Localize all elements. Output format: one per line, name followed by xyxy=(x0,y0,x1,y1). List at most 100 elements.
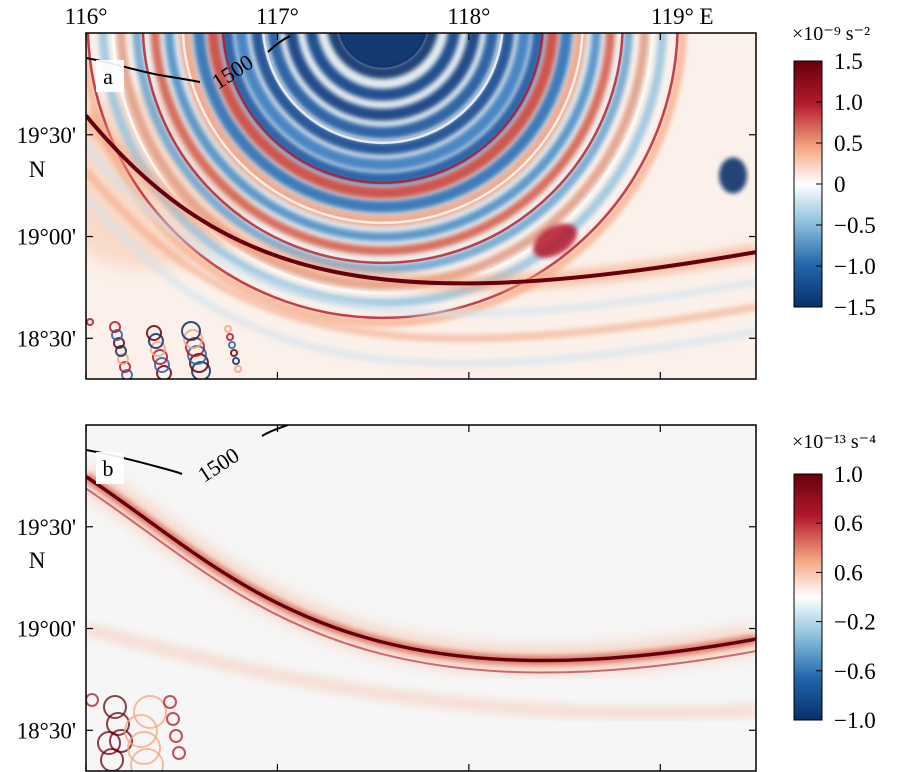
y-tick-label: 18°30' xyxy=(17,718,76,743)
corner-noise xyxy=(230,349,238,357)
colorbar-b-bar xyxy=(793,473,823,721)
y-tick-label: 19°30' xyxy=(17,123,76,148)
corner-noise xyxy=(156,365,172,379)
corner-swirl xyxy=(127,731,161,765)
eddy-thin-arc xyxy=(181,33,584,225)
corner-noise xyxy=(113,337,125,349)
eddy-ring xyxy=(98,33,667,308)
panel-a-field xyxy=(86,33,756,379)
panel-a-ticks xyxy=(85,33,756,379)
corner-noise xyxy=(111,329,123,341)
front-line xyxy=(86,114,756,286)
corner-noise xyxy=(152,349,168,365)
corner-noise xyxy=(228,341,236,349)
panel-a-frame xyxy=(85,32,757,380)
y-tick-label: 19°30' xyxy=(17,515,76,540)
corner-noise xyxy=(109,321,121,333)
eddy-thin-arc xyxy=(111,33,654,294)
colorbar-tick-label: 1.0 xyxy=(834,462,863,487)
colorbar-b-tick-labels: 1.0 0.6 0.6 −0.2 −0.6 −1.0 xyxy=(816,462,876,733)
eddy-ring xyxy=(285,33,481,121)
colorbar-tick-label: 0.5 xyxy=(834,131,863,156)
eddy-ring xyxy=(86,33,687,328)
corner-noise xyxy=(226,333,234,341)
corner-swirl xyxy=(130,748,164,771)
colorbar-a: 1.5 1.0 0.5 0 −0.5 −1.0 −1.5 ×10⁻⁹ s⁻² xyxy=(792,23,876,320)
corner-noise xyxy=(154,357,170,373)
x-tick-label: 118° xyxy=(447,4,490,29)
corner-noise xyxy=(181,321,201,341)
corner-swirl xyxy=(124,714,158,748)
colorbar-tick-label: −1.0 xyxy=(834,708,876,733)
front-line xyxy=(86,475,756,663)
corner-swirl xyxy=(169,729,183,743)
eddy-ring xyxy=(327,33,438,79)
eddy-ring xyxy=(305,33,461,101)
eddy-ring xyxy=(132,33,633,274)
colorbar-b-unit: ×10⁻¹³ s⁻⁴ xyxy=(792,431,876,453)
eddy-ring xyxy=(251,33,515,155)
colorbar-tick-label: −1.0 xyxy=(834,254,876,279)
eddy-ring xyxy=(221,33,545,185)
panel-a-tag-box xyxy=(96,60,124,92)
eddy-ring xyxy=(193,33,573,213)
parallel-band xyxy=(86,142,756,318)
eddy-ring xyxy=(179,33,587,227)
corner-noise xyxy=(119,361,131,373)
panel-a-tag: a xyxy=(103,64,113,89)
corner-noise xyxy=(148,333,164,349)
panel-a-y-tick-labels: 19°30' 19°00' 18°30' xyxy=(17,123,76,352)
corner-swirl xyxy=(133,695,167,729)
corner-swirl xyxy=(100,748,124,771)
x-tick-label: 119° E xyxy=(651,4,714,29)
positive-patch xyxy=(533,223,577,258)
panel-b-frame xyxy=(85,424,757,772)
corner-noise xyxy=(183,329,203,349)
colorbar-tick-label: 0 xyxy=(834,172,846,197)
panel-a: 116° 117° 118° 119° E 19°30'19°00'18°30' N … xyxy=(17,4,876,380)
corner-noise xyxy=(146,325,162,341)
eddy-ring xyxy=(164,33,601,242)
corner-noise xyxy=(232,357,240,365)
weak-band xyxy=(86,621,756,721)
eddy-ring xyxy=(207,33,559,199)
eddy-thin-arc xyxy=(221,33,544,185)
corner-noise xyxy=(121,369,133,379)
eddy-ring xyxy=(235,33,531,171)
eddy-core xyxy=(338,33,427,68)
panel-a-hemisphere-label: N xyxy=(29,157,46,182)
panel-b: 19°30'19°00'18°30' N b 1500 1.00.60.6−0.… xyxy=(17,424,876,772)
corner-swirl xyxy=(97,731,121,755)
corner-swirl xyxy=(172,746,186,760)
colorbar-tick-label: 1.0 xyxy=(834,90,863,115)
eddy-thin-arc xyxy=(141,33,624,265)
y-tick-label: 19°00' xyxy=(17,225,76,250)
colorbar-a-unit: ×10⁻⁹ s⁻² xyxy=(792,23,870,45)
x-tick-label: 117° xyxy=(256,4,299,29)
colorbar-tick-label: 1.5 xyxy=(834,49,863,74)
corner-noise xyxy=(234,365,242,373)
corner-swirl xyxy=(109,729,133,753)
panel-b-tag-box xyxy=(96,452,124,484)
corner-noise xyxy=(224,325,232,333)
colorbar-tick-label: −1.5 xyxy=(834,295,876,320)
parallel-band xyxy=(86,167,756,343)
colorbar-b: 1.0 0.6 0.6 −0.2 −0.6 −1.0 ×10⁻¹³ s⁻⁴ xyxy=(792,431,876,733)
panel-b-tag: b xyxy=(103,456,114,481)
eddy-ring xyxy=(150,33,615,256)
eddy-thin-arc xyxy=(261,33,504,145)
x-tick-label: 116° xyxy=(65,4,108,29)
panel-b-ticks xyxy=(85,425,756,771)
corner-noise xyxy=(86,318,94,326)
colorbar-tick-label: −0.5 xyxy=(834,213,876,238)
colorbar-tick-label: −0.6 xyxy=(834,659,876,684)
y-tick-label: 19°00' xyxy=(17,617,76,642)
parallel-band xyxy=(86,192,756,368)
corner-swirl xyxy=(106,712,130,736)
colorbar-a-tick-labels: 1.5 1.0 0.5 0 −0.5 −1.0 −1.5 xyxy=(816,49,876,320)
corner-swirl xyxy=(163,695,177,709)
corner-noise xyxy=(117,353,129,365)
corner-swirl xyxy=(103,695,127,719)
corner-noise xyxy=(115,345,127,357)
